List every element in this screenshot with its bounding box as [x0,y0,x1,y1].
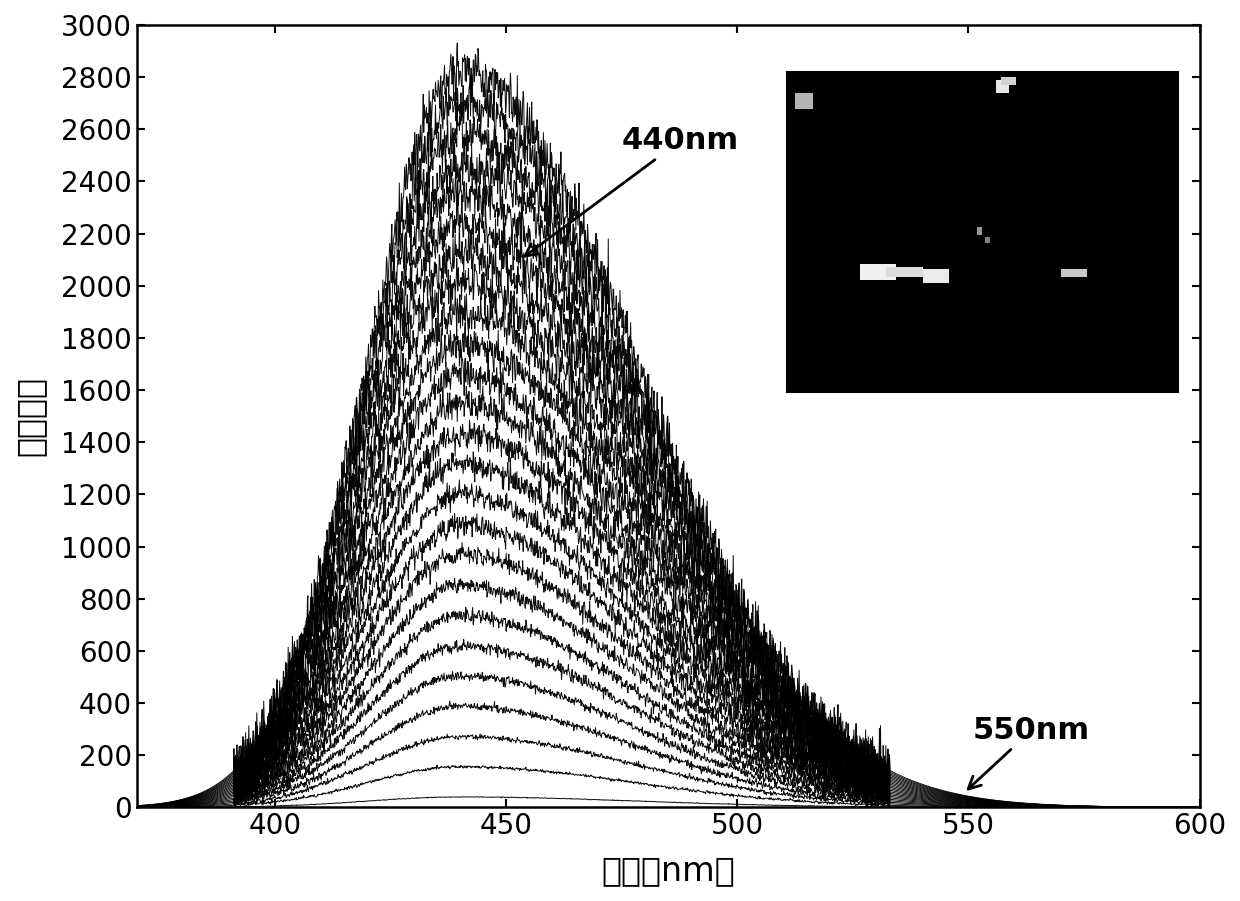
Text: 440nm: 440nm [525,126,739,256]
Y-axis label: 荧光强度: 荧光强度 [14,376,47,456]
Text: 550nm: 550nm [968,715,1090,789]
X-axis label: 波长（nm）: 波长（nm） [601,854,735,887]
